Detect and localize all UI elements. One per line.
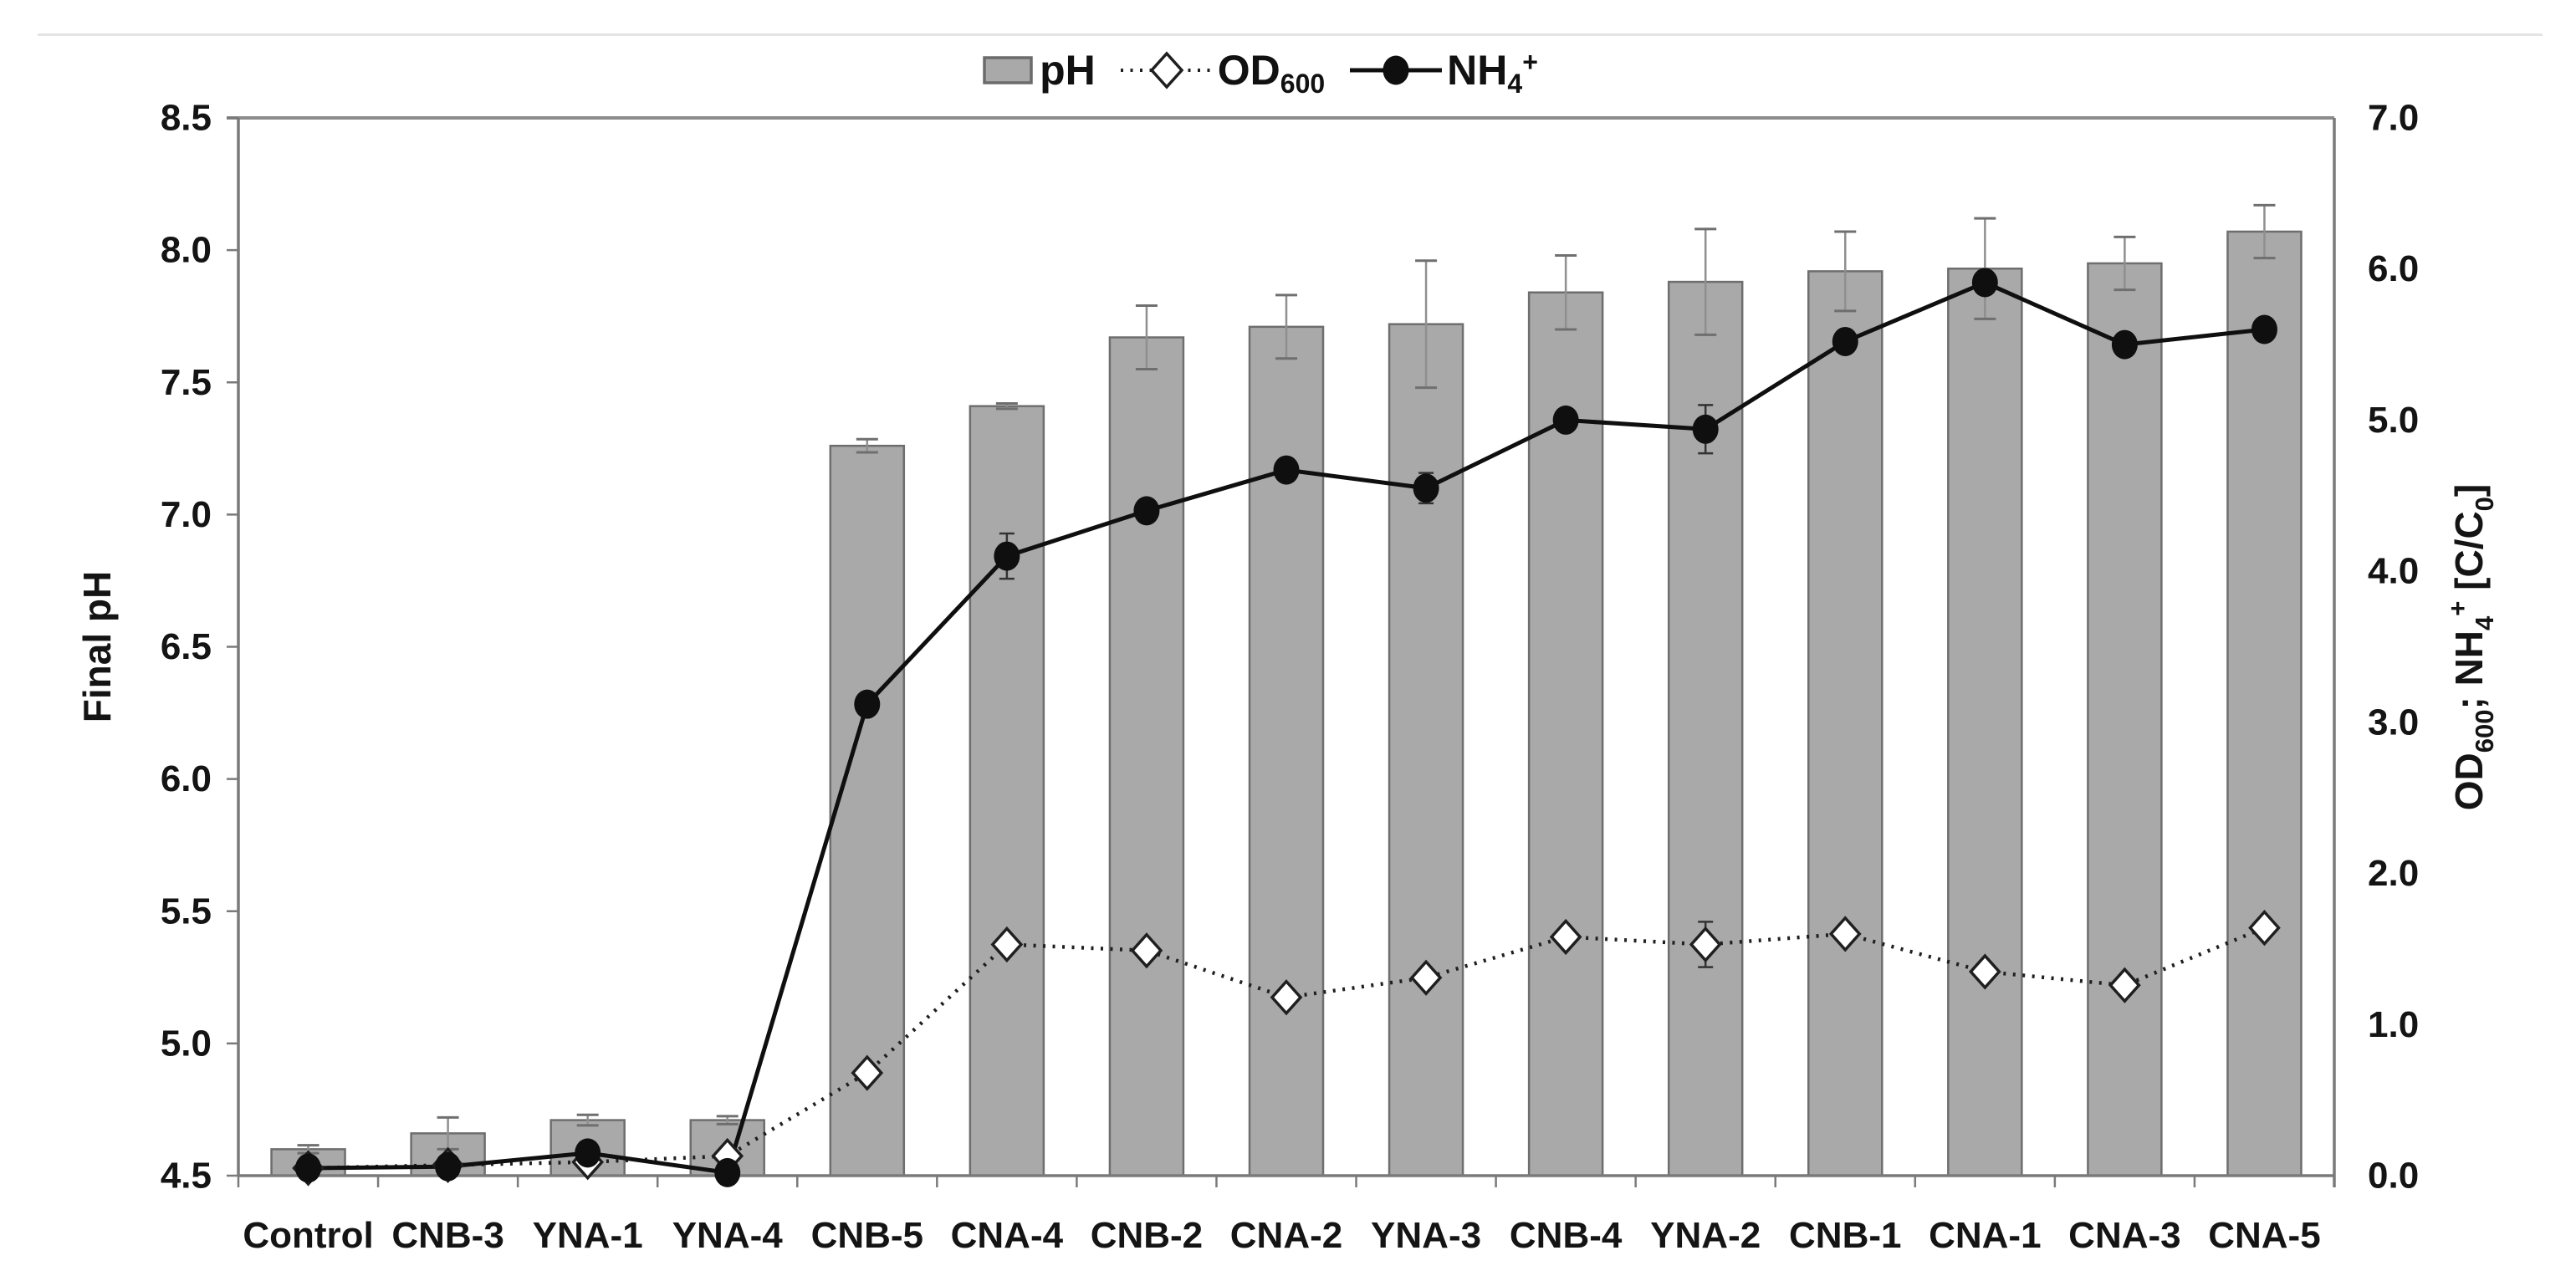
right-axis-title: OD600; NH4+ [C/C0] [2443, 484, 2499, 811]
right-axis-title-part: + [2443, 601, 2472, 616]
bar-cna-5 [2226, 230, 2303, 1177]
bar-cna-4 [969, 405, 1045, 1177]
x-category-label: CNB-5 [811, 1215, 923, 1256]
right-axis-tick-label: 2.0 [2368, 853, 2419, 894]
right-axis-title-part: OD [2447, 753, 2491, 810]
right-axis-tick-label: 0.0 [2368, 1156, 2419, 1197]
x-category-label: YNA-4 [672, 1215, 784, 1256]
nh4-marker-cnb-1 [1832, 326, 1858, 356]
od600-marker-cnb-2 [1130, 932, 1163, 969]
x-category-label: CNB-1 [1789, 1215, 1901, 1256]
x-category-label: YNA-1 [533, 1215, 643, 1256]
nh4-marker-control [295, 1153, 322, 1183]
bar-cnb-1 [1807, 270, 1883, 1177]
right-axis-title-part: 0 [2470, 497, 2499, 511]
bar-cnb-2 [1108, 336, 1185, 1177]
od600-marker-cna-5 [2248, 910, 2281, 947]
x-category-label: CNB-2 [1091, 1215, 1203, 1256]
right-axis-tick-label: 5.0 [2368, 400, 2419, 441]
right-axis-tick-label: 3.0 [2368, 702, 2419, 743]
bar-cna-3 [2087, 262, 2163, 1177]
x-category-label: YNA-2 [1650, 1215, 1761, 1256]
bar-cna-1 [1947, 268, 2023, 1177]
top-divider-rule [38, 33, 2543, 36]
nh4-marker-cna-4 [994, 541, 1020, 571]
nh4-marker-yna-3 [1413, 473, 1439, 503]
bar-yna-3 [1388, 323, 1464, 1177]
nh4-marker-cnb-5 [854, 689, 881, 719]
nh4-marker-cnb-3 [435, 1151, 462, 1182]
nh4-marker-cna-1 [1971, 268, 1998, 298]
bar-cnb-5 [829, 444, 906, 1177]
x-category-label: Control [243, 1215, 373, 1256]
x-axis: Control CNB-3 YNA-1 YNA-4 CNB-5 CNA-4 CNB-2 CNA… [237, 1176, 2336, 1256]
nh4-marker-yna-1 [575, 1138, 601, 1168]
nh4-marker-cna-2 [1273, 455, 1300, 485]
right-axis-tick-label: 1.0 [2368, 1004, 2419, 1045]
right-axis-title-part: 600 [2470, 710, 2499, 753]
right-axis-title-part: ; NH [2447, 630, 2491, 710]
left-axis: 8.5 8.0 7.5 7.0 6.5 6.0 5.5 5.0 4.5 [161, 98, 238, 1197]
x-category-label: YNA-3 [1371, 1215, 1481, 1256]
left-axis-title: Final pH [75, 571, 119, 722]
left-axis-tick-label: 5.5 [161, 891, 212, 931]
left-axis-tick-label: 6.0 [161, 758, 212, 799]
left-axis-tick-label: 7.0 [161, 494, 212, 535]
left-axis-tick-label: 6.5 [161, 626, 212, 667]
nh4-marker-cnb-2 [1133, 496, 1160, 526]
nh4-marker-cna-5 [2251, 314, 2277, 345]
right-axis-title-part: 4 [2470, 615, 2499, 630]
od600-marker-cna-4 [990, 926, 1024, 963]
x-category-label: CNA-1 [1929, 1215, 2041, 1256]
right-axis-title-part: ] [2447, 484, 2491, 497]
nh4-marker-cnb-4 [1552, 405, 1579, 435]
od600-marker-yna-2 [1689, 926, 1722, 963]
nh4-marker-cna-3 [2111, 329, 2138, 360]
x-category-label: CNA-2 [1230, 1215, 1342, 1256]
nh4-error-bars [999, 404, 1714, 580]
nh4-marker-yna-4 [714, 1157, 741, 1187]
left-axis-tick-label: 7.5 [161, 362, 212, 403]
od600-marker-cnb-5 [851, 1054, 884, 1091]
od600-marker-cna-2 [1270, 979, 1303, 1016]
od600-marker-yna-3 [1409, 959, 1443, 996]
od600-marker-cnb-1 [1828, 916, 1862, 952]
od600-marker-cna-3 [2108, 967, 2141, 1003]
nh4-markers [295, 268, 2277, 1187]
left-axis-tick-label: 5.0 [161, 1023, 212, 1064]
right-axis-tick-label: 7.0 [2368, 98, 2419, 139]
right-axis-tick-label: 4.0 [2368, 551, 2419, 592]
od600-marker-cnb-4 [1549, 918, 1582, 956]
x-category-label: CNB-4 [1510, 1215, 1623, 1256]
left-axis-tick-label: 4.5 [161, 1156, 212, 1197]
x-category-label: CNB-3 [391, 1215, 503, 1256]
bar-cna-2 [1248, 325, 1325, 1177]
x-category-label: CNA-5 [2208, 1215, 2320, 1256]
nh4-marker-yna-2 [1692, 414, 1719, 444]
right-axis-title-part: [C/C [2447, 511, 2491, 600]
right-axis: 7.0 6.0 5.0 4.0 3.0 2.0 1.0 0.0 [2368, 98, 2419, 1197]
right-axis-tick-label: 6.0 [2368, 248, 2419, 289]
left-axis-tick-label: 8.0 [161, 230, 212, 271]
x-category-label: CNA-3 [2068, 1215, 2180, 1256]
x-category-label: CNA-4 [951, 1215, 1064, 1256]
od600-marker-cna-1 [1968, 953, 2001, 990]
ph-bar-series [270, 230, 2303, 1177]
left-axis-tick-label: 8.5 [161, 98, 212, 139]
